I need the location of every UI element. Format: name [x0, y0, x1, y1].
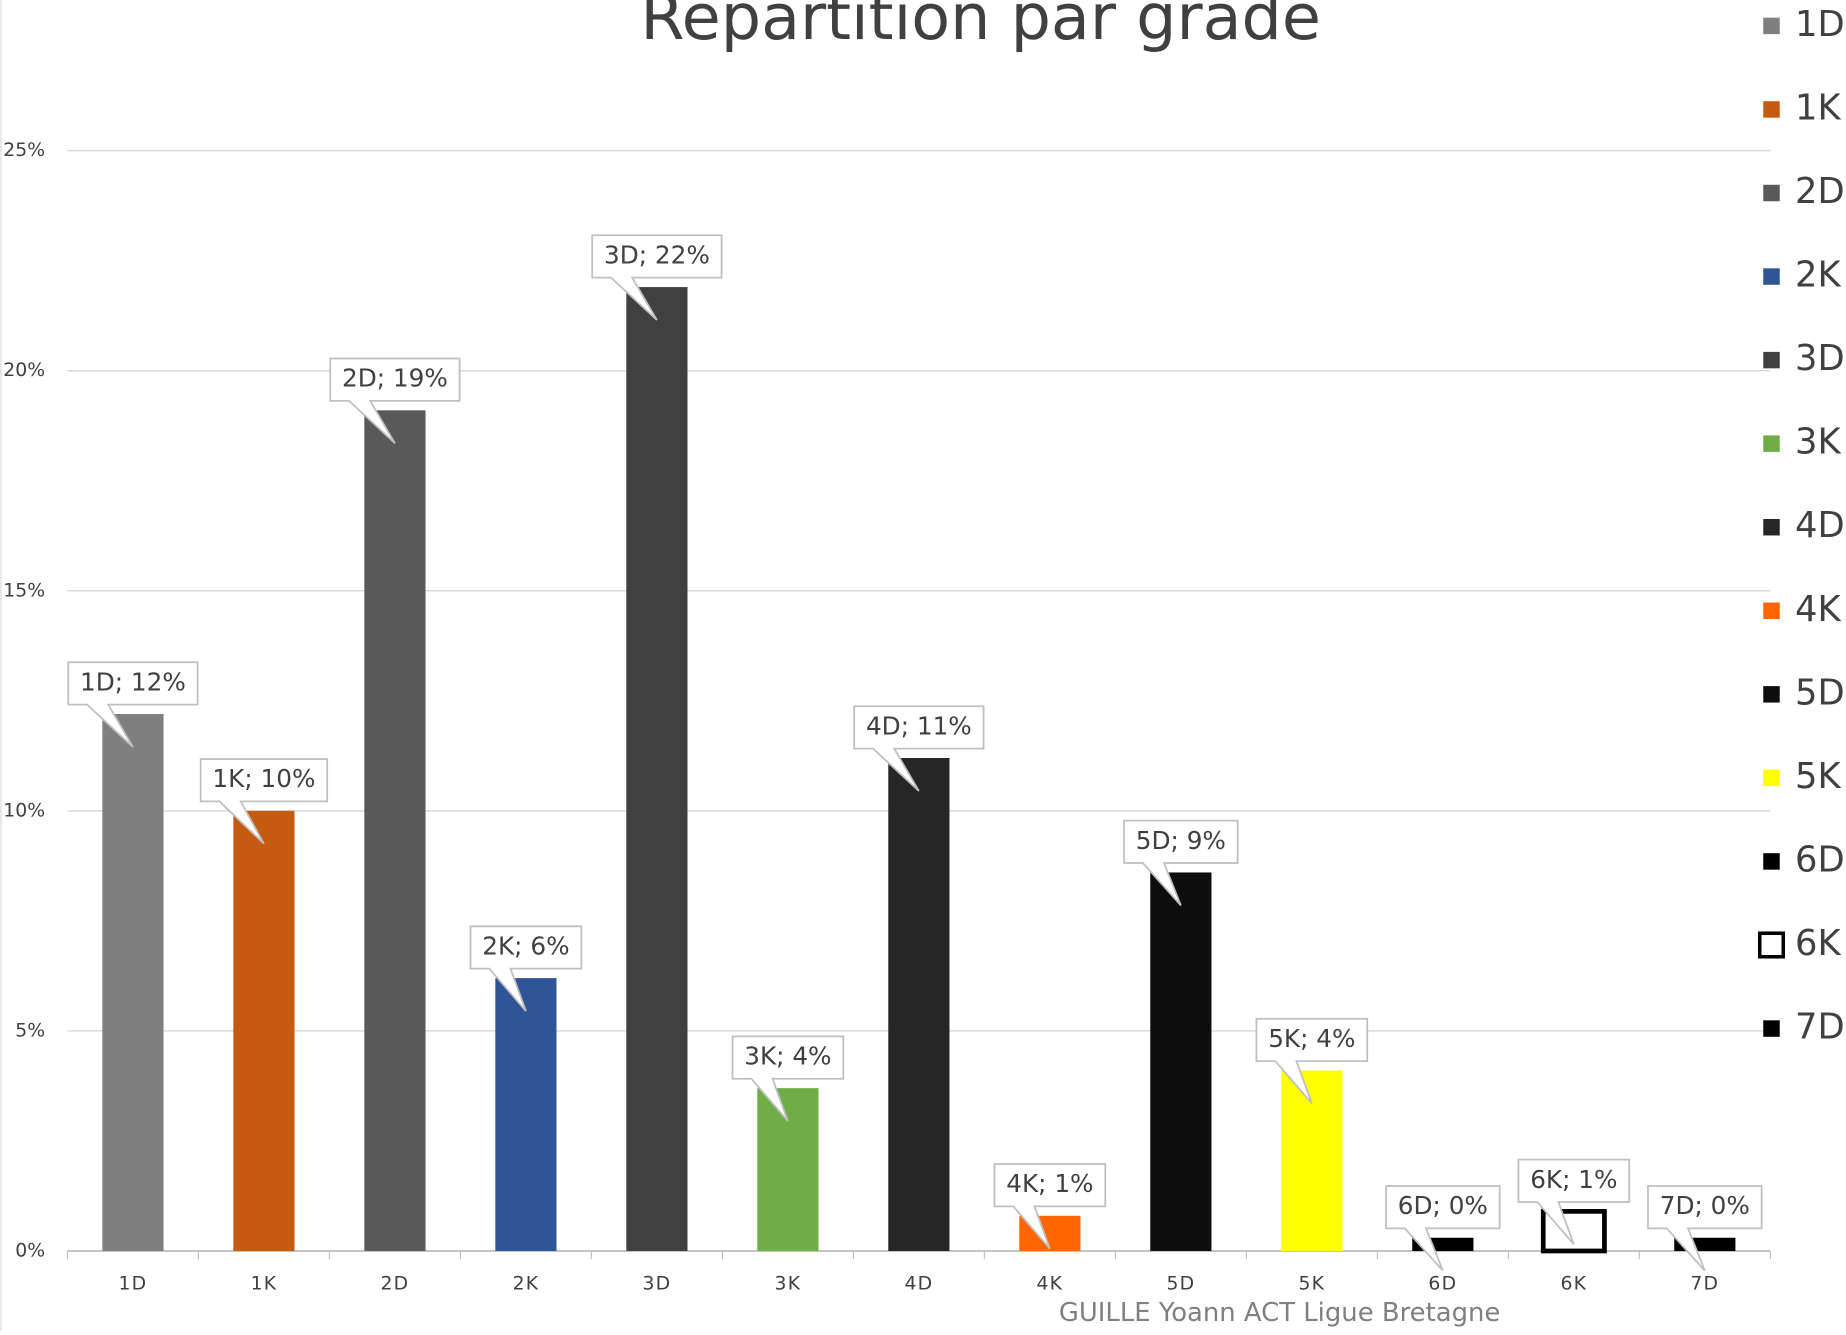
bar: [888, 758, 950, 1251]
x-tick-label: 7D: [1690, 1273, 1719, 1294]
bar: [495, 978, 557, 1251]
legend-swatch: [1757, 931, 1786, 959]
legend-label: 6D: [1795, 839, 1845, 880]
legend-swatch: [1763, 853, 1780, 870]
bar: [757, 1088, 819, 1251]
data-label-box: [67, 661, 199, 748]
bar: [364, 410, 426, 1251]
data-label: 6K; 1%: [1530, 1165, 1617, 1194]
data-label: 2D; 19%: [342, 364, 448, 393]
data-label: 5D; 9%: [1136, 826, 1226, 855]
y-tick-label: 10%: [3, 800, 45, 821]
legend-swatch: [1763, 1020, 1780, 1037]
data-label-box: [591, 234, 723, 321]
legend-swatch: [1763, 17, 1780, 35]
data-label: 4K; 1%: [1006, 1169, 1093, 1198]
y-tick-label: 25%: [3, 140, 45, 161]
x-tick-label: 5D: [1166, 1273, 1195, 1294]
y-tick-label: 5%: [15, 1020, 45, 1041]
data-label-box: [1647, 1185, 1763, 1272]
x-tick-label: 5K: [1299, 1273, 1326, 1294]
data-label-box: [199, 758, 329, 845]
x-tick-label: 2K: [513, 1273, 540, 1294]
y-tick-label: 0%: [15, 1240, 45, 1261]
data-label-box: [469, 925, 583, 1012]
legend-label: 6K: [1795, 923, 1841, 964]
legend-swatch: [1763, 184, 1780, 202]
legend-swatch: [1763, 101, 1780, 118]
data-label: 5K; 4%: [1268, 1024, 1355, 1053]
bar: [233, 810, 295, 1251]
legend-label: 4K: [1795, 589, 1841, 630]
legend-label: 5D: [1795, 672, 1845, 713]
legend-swatch: [1763, 686, 1780, 703]
legend-label: 2D: [1795, 171, 1845, 212]
data-label: 2K; 6%: [482, 931, 569, 960]
data-label: 4D; 11%: [866, 711, 972, 740]
data-label-box: [1517, 1158, 1631, 1245]
bar: [626, 287, 688, 1251]
legend-swatch: [1763, 518, 1780, 536]
legend-swatch: [1763, 769, 1780, 787]
annotation: GUILLE Yoann ACT Ligue Bretagne: [1059, 1298, 1501, 1328]
x-tick-label: 1K: [251, 1273, 278, 1294]
data-label: 3D; 22%: [604, 240, 710, 269]
x-tick-label: 3K: [775, 1273, 802, 1294]
chart-title: Repartition par grade: [640, 0, 1321, 54]
x-tick-label: 6D: [1428, 1273, 1457, 1294]
legend-label: 5K: [1795, 756, 1841, 797]
data-label-box: [1255, 1017, 1369, 1105]
legend-swatch: [1763, 602, 1780, 620]
legend-label: 1K: [1795, 87, 1841, 128]
data-label: 1D; 12%: [80, 667, 186, 696]
data-label-box: [1385, 1185, 1501, 1272]
data-label: 6D; 0%: [1398, 1191, 1488, 1220]
legend-swatch: [1763, 268, 1780, 285]
legend-label: 3D: [1795, 338, 1845, 379]
y-tick-label: 20%: [3, 360, 45, 381]
x-tick-label: 4D: [904, 1273, 933, 1294]
data-label: 3K; 4%: [744, 1042, 831, 1071]
data-label: 7D; 0%: [1660, 1191, 1750, 1220]
x-tick-label: 3D: [642, 1273, 671, 1294]
legend-swatch: [1763, 435, 1780, 452]
bar: [102, 714, 164, 1251]
data-label-box: [329, 357, 461, 444]
data-label-box: [731, 1035, 845, 1122]
bar: [1150, 872, 1212, 1251]
x-tick-label: 6K: [1560, 1273, 1587, 1294]
data-label-box: [853, 705, 985, 792]
data-label-box: [1123, 819, 1239, 906]
y-tick-label: 15%: [3, 580, 45, 601]
x-tick-label: 2D: [381, 1273, 410, 1294]
data-label: 1K; 10%: [212, 764, 315, 793]
legend-label: 7D: [1795, 1007, 1845, 1048]
legend-label: 2K: [1795, 255, 1841, 296]
legend-swatch: [1763, 351, 1780, 369]
x-tick-label: 1D: [119, 1273, 148, 1294]
legend-label: 4D: [1795, 505, 1845, 546]
bar: [1281, 1070, 1343, 1251]
x-tick-label: 4K: [1037, 1273, 1064, 1294]
legend-label: 1D: [1795, 4, 1845, 45]
data-label-box: [993, 1163, 1107, 1250]
legend-label: 3K: [1795, 422, 1841, 463]
